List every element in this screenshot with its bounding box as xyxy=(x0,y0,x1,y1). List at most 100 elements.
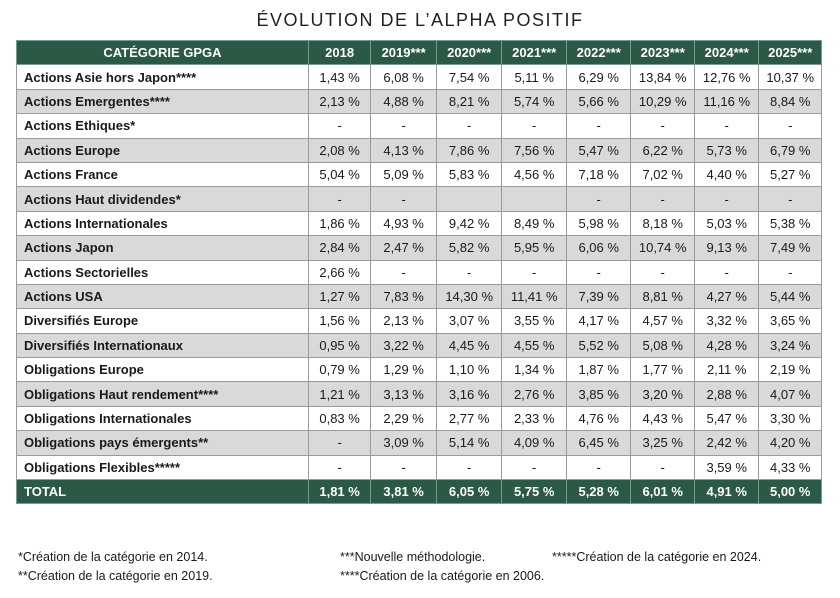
value-cell: 1,21 % xyxy=(307,381,372,407)
table-row: Obligations Europe 0,79 % 1,29 % 1,10 % 1,34… xyxy=(16,357,822,383)
value-cell: 4,57 % xyxy=(630,308,695,334)
footnote-2019: **Création de la catégorie en 2019. xyxy=(18,569,213,583)
value-cell: 5,95 % xyxy=(501,235,567,261)
value-cell xyxy=(501,186,567,212)
value-cell: 9,42 % xyxy=(435,210,503,237)
category-cell: Obligations pays émergents** xyxy=(16,430,309,456)
column-header-2019: 2019*** xyxy=(370,39,437,66)
value-cell: - xyxy=(370,186,437,212)
table-row: Actions Haut dividendes* - - - - - - xyxy=(16,186,822,212)
value-cell: 5,83 % xyxy=(435,161,503,188)
header-row: CATÉGORIE GPGA 2018 2019*** 2020*** 2021… xyxy=(16,39,822,66)
value-cell: 13,84 % xyxy=(630,64,695,90)
value-cell: - xyxy=(565,454,632,481)
value-cell: - xyxy=(307,430,372,456)
table-row: Actions France 5,04 % 5,09 % 5,83 % 4,56 % 7,… xyxy=(16,161,822,188)
value-cell: 6,79 % xyxy=(758,137,822,163)
value-cell: 10,37 % xyxy=(758,64,822,90)
value-cell: 7,39 % xyxy=(565,283,632,310)
category-cell: Actions France xyxy=(16,161,309,188)
value-cell: - xyxy=(307,113,372,139)
value-cell: 3,20 % xyxy=(630,381,695,407)
value-cell: 7,49 % xyxy=(758,235,822,261)
value-cell: 4,40 % xyxy=(693,161,760,188)
value-cell: 5,14 % xyxy=(435,430,503,456)
value-cell: - xyxy=(758,259,822,285)
value-cell: 4,93 % xyxy=(370,210,437,237)
total-value: 4,91 % xyxy=(693,479,760,505)
value-cell: 7,83 % xyxy=(370,283,437,310)
value-cell: 5,03 % xyxy=(693,210,760,237)
value-cell: 2,33 % xyxy=(501,405,567,432)
value-cell: 5,09 % xyxy=(370,161,437,188)
value-cell: 3,65 % xyxy=(758,308,822,334)
value-cell: 2,13 % xyxy=(370,308,437,334)
value-cell: 4,43 % xyxy=(630,405,695,432)
table-row: Actions Sectorielles 2,66 % - - - - - - - xyxy=(16,259,822,285)
value-cell: 4,88 % xyxy=(370,88,437,115)
value-cell: - xyxy=(758,113,822,139)
value-cell: 6,29 % xyxy=(565,64,632,90)
value-cell: 0,95 % xyxy=(307,332,372,359)
value-cell: 1,86 % xyxy=(307,210,372,237)
column-header-2023: 2023*** xyxy=(630,39,695,66)
table-row: Obligations Haut rendement**** 1,21 % 3,13… xyxy=(16,381,822,407)
category-cell: Actions Europe xyxy=(16,137,309,163)
value-cell: 2,42 % xyxy=(693,430,760,456)
category-cell: Actions Sectorielles xyxy=(16,259,309,285)
value-cell: 4,09 % xyxy=(501,430,567,456)
table-title: ÉVOLUTION DE L’ALPHA POSITIF xyxy=(256,10,584,30)
value-cell: 5,38 % xyxy=(758,210,822,237)
column-header-2022: 2022*** xyxy=(565,39,632,66)
value-cell: 10,74 % xyxy=(630,235,695,261)
value-cell: - xyxy=(693,113,760,139)
value-cell: 7,02 % xyxy=(630,161,695,188)
value-cell: 7,86 % xyxy=(435,137,503,163)
value-cell: 10,29 % xyxy=(630,88,695,115)
value-cell: 4,33 % xyxy=(758,454,822,481)
value-cell: 4,28 % xyxy=(693,332,760,359)
category-cell: Actions Japon xyxy=(16,235,309,261)
value-cell: 5,82 % xyxy=(435,235,503,261)
value-cell: - xyxy=(307,186,372,212)
value-cell: - xyxy=(630,186,695,212)
value-cell: 8,81 % xyxy=(630,283,695,310)
total-value: 1,81 % xyxy=(307,479,372,505)
footnote-methodology: ***Nouvelle méthodologie. xyxy=(340,550,486,564)
value-cell: 5,73 % xyxy=(693,137,760,163)
category-cell: Actions Haut dividendes* xyxy=(16,186,309,212)
value-cell: 2,66 % xyxy=(307,259,372,285)
value-cell: 4,56 % xyxy=(501,161,567,188)
total-label: TOTAL xyxy=(16,479,309,505)
value-cell: 1,56 % xyxy=(307,308,372,334)
footnote-2006: ****Création de la catégorie en 2006. xyxy=(340,569,545,583)
table-body: Actions Asie hors Japon**** 1,43 % 6,08 % 7… xyxy=(16,64,822,481)
table-row: Actions Japon 2,84 % 2,47 % 5,82 % 5,95 % 6,0… xyxy=(16,235,822,261)
table-row: Actions Europe 2,08 % 4,13 % 7,86 % 7,56 % 5,… xyxy=(16,137,822,163)
category-cell: Obligations Europe xyxy=(16,357,309,383)
value-cell: 3,30 % xyxy=(758,405,822,432)
table-row: Diversifiés Internationaux 0,95 % 3,22 % 4,… xyxy=(16,332,822,359)
value-cell: - xyxy=(693,186,760,212)
value-cell: 2,19 % xyxy=(758,357,822,383)
value-cell: - xyxy=(501,259,567,285)
value-cell: 3,25 % xyxy=(630,430,695,456)
value-cell: 2,08 % xyxy=(307,137,372,163)
value-cell: 3,22 % xyxy=(370,332,437,359)
value-cell: 2,77 % xyxy=(435,405,503,432)
value-cell: 11,16 % xyxy=(693,88,760,115)
value-cell: 8,49 % xyxy=(501,210,567,237)
value-cell: 14,30 % xyxy=(435,283,503,310)
value-cell: 4,55 % xyxy=(501,332,567,359)
column-header-category: CATÉGORIE GPGA xyxy=(16,39,309,66)
value-cell: 2,13 % xyxy=(307,88,372,115)
total-value: 5,00 % xyxy=(758,479,822,505)
value-cell: 5,98 % xyxy=(565,210,632,237)
alpha-table: CATÉGORIE GPGA 2018 2019*** 2020*** 2021… xyxy=(16,39,822,505)
value-cell: 0,83 % xyxy=(307,405,372,432)
table-row: Actions USA 1,27 % 7,83 % 14,30 % 11,41 % 7,3… xyxy=(16,283,822,310)
value-cell xyxy=(435,186,503,212)
value-cell: 5,52 % xyxy=(565,332,632,359)
value-cell: - xyxy=(370,113,437,139)
footnote-2024: *****Création de la catégorie en 2024. xyxy=(552,550,762,564)
